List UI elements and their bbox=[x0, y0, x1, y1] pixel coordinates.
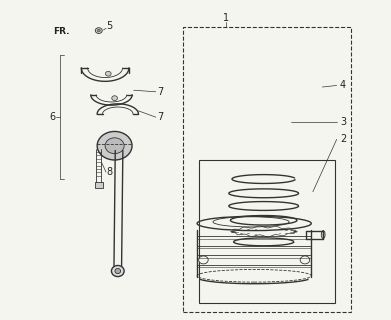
Polygon shape bbox=[95, 182, 103, 188]
Ellipse shape bbox=[321, 231, 325, 238]
Ellipse shape bbox=[115, 268, 121, 274]
Text: 7: 7 bbox=[158, 87, 164, 97]
Ellipse shape bbox=[95, 28, 102, 33]
Ellipse shape bbox=[300, 256, 310, 264]
Ellipse shape bbox=[111, 266, 124, 276]
Text: 1: 1 bbox=[222, 13, 229, 23]
Text: 8: 8 bbox=[107, 167, 113, 177]
Ellipse shape bbox=[106, 71, 111, 76]
Text: FR.: FR. bbox=[53, 27, 69, 36]
Ellipse shape bbox=[105, 138, 124, 154]
Text: 2: 2 bbox=[340, 134, 346, 144]
Text: 4: 4 bbox=[340, 80, 346, 91]
Ellipse shape bbox=[97, 132, 132, 160]
Text: 5: 5 bbox=[107, 21, 113, 31]
Ellipse shape bbox=[112, 96, 117, 100]
Ellipse shape bbox=[199, 256, 208, 264]
Text: 6: 6 bbox=[50, 112, 56, 122]
Ellipse shape bbox=[97, 29, 100, 32]
Text: 7: 7 bbox=[158, 112, 164, 122]
Text: 3: 3 bbox=[340, 117, 346, 127]
